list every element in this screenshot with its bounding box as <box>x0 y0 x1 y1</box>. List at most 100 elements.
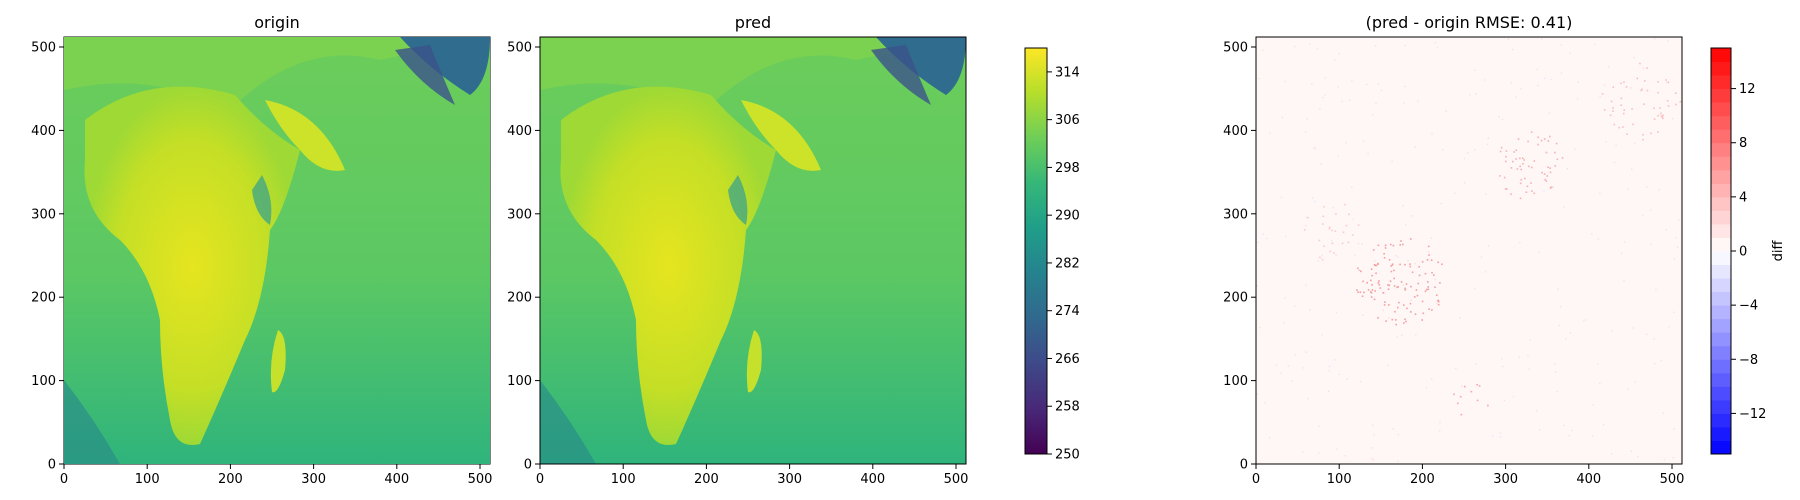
y-tick-label: 400 <box>1223 124 1248 139</box>
colorbar-tick-label: 290 <box>1055 209 1080 224</box>
panel-title-diff: (pred - origin RMSE: 0.41) <box>1366 13 1573 32</box>
x-tick-label: 300 <box>1493 472 1518 487</box>
y-tick-label: 300 <box>1223 207 1248 222</box>
colorbar-diff-level <box>1711 440 1731 455</box>
colorbar-diff-level <box>1711 61 1731 76</box>
y-tick-label: 200 <box>1223 291 1248 306</box>
colorbar-diff-level <box>1711 251 1731 266</box>
x-tick-label: 300 <box>777 472 802 487</box>
heatmap-pred <box>540 37 966 464</box>
colorbar-diff-level <box>1711 345 1731 360</box>
colorbar-diff-level <box>1711 115 1731 130</box>
heatmap-diff <box>1256 37 1682 464</box>
colorbar-diff-level <box>1711 48 1731 63</box>
colorbar-diff-level <box>1711 156 1731 171</box>
y-tick-label: 300 <box>507 207 532 222</box>
colorbar-diff-level <box>1711 399 1731 414</box>
y-tick-label: 0 <box>1240 458 1248 473</box>
colorbar-tick-label: −8 <box>1739 353 1758 368</box>
colorbar-diff: −12 −8 −4 0 4 8 12 diff <box>1710 47 1786 455</box>
colorbar-diff-ticks: −12 −8 −4 0 4 8 12 <box>1731 82 1766 422</box>
y-tick-label: 100 <box>1223 374 1248 389</box>
colorbar-tick-label: 274 <box>1055 304 1080 319</box>
colorbar-diff-level <box>1711 142 1731 157</box>
x-tick-label: 200 <box>218 472 243 487</box>
colorbar-diff-level <box>1711 372 1731 387</box>
y-tick-label: 400 <box>31 124 56 139</box>
y-tick-label: 500 <box>507 41 532 56</box>
colorbar-tick-label: 250 <box>1055 448 1080 463</box>
panel-diff: (pred - origin RMSE: 0.41) 0 100 200 300 400… <box>1223 13 1684 487</box>
x-tick-label: 100 <box>135 472 160 487</box>
colorbar-tick-label: 258 <box>1055 400 1080 415</box>
y-tick-label: 0 <box>48 458 56 473</box>
y-tick-label: 500 <box>1223 41 1248 56</box>
colorbar-tick-label: 266 <box>1055 352 1080 367</box>
x-tick-label: 500 <box>468 472 493 487</box>
yticks-pred: 0 100 200 300 400 500 <box>507 41 540 473</box>
colorbar-diff-level <box>1711 75 1731 90</box>
colorbar-diff-level <box>1711 291 1731 306</box>
colorbar-temperature-frame <box>1024 47 1048 455</box>
x-tick-label: 400 <box>860 472 885 487</box>
x-tick-label: 200 <box>694 472 719 487</box>
colorbar-diff-level <box>1711 169 1731 184</box>
colorbar-diff-level <box>1711 196 1731 211</box>
x-tick-label: 100 <box>1327 472 1352 487</box>
xticks-origin: 0 100 200 300 400 500 <box>60 464 493 487</box>
colorbar-diff-level <box>1711 223 1731 238</box>
x-tick-label: 500 <box>1660 472 1685 487</box>
y-tick-label: 100 <box>507 374 532 389</box>
colorbar-diff-level <box>1711 129 1731 144</box>
colorbar-tick-label: 298 <box>1055 161 1080 176</box>
colorbar-diff-level <box>1711 426 1731 441</box>
yticks-diff: 0 100 200 300 400 500 <box>1223 41 1256 473</box>
y-tick-label: 500 <box>31 41 56 56</box>
panel-pred: pred 0 100 200 300 400 500 0 100 200 300 400 500 <box>507 13 968 487</box>
x-tick-label: 300 <box>301 472 326 487</box>
y-tick-label: 200 <box>507 291 532 306</box>
colorbar-diff-fill <box>1711 48 1731 455</box>
x-tick-label: 500 <box>944 472 969 487</box>
y-tick-label: 300 <box>31 207 56 222</box>
panel-title-pred: pred <box>735 13 771 32</box>
colorbar-diff-level <box>1711 278 1731 293</box>
y-tick-label: 400 <box>507 124 532 139</box>
colorbar-diff-level <box>1711 332 1731 347</box>
colorbar-diff-level <box>1711 183 1731 198</box>
colorbar-temperature-ticks: 250 258 266 274 282 290 298 306 314 <box>1047 65 1080 463</box>
colorbar-tick-label: 282 <box>1055 256 1080 271</box>
temperature-field <box>64 37 490 464</box>
y-tick-label: 0 <box>524 458 532 473</box>
x-tick-label: 0 <box>1252 472 1260 487</box>
colorbar-tick-label: 306 <box>1055 113 1080 128</box>
colorbar-diff-level <box>1711 318 1731 333</box>
colorbar-temperature-fill <box>1025 48 1047 454</box>
xticks-diff: 0 100 200 300 400 500 <box>1252 464 1685 487</box>
colorbar-tick-label: −4 <box>1739 299 1758 314</box>
colorbar-tick-label: 4 <box>1739 190 1747 205</box>
colorbar-tick-label: −12 <box>1739 407 1766 422</box>
colorbar-diff-level <box>1711 102 1731 117</box>
plot-frame-pred <box>539 36 967 465</box>
colorbar-diff-level <box>1711 264 1731 279</box>
colorbar-tick-label: 8 <box>1739 136 1747 151</box>
x-tick-label: 400 <box>1576 472 1601 487</box>
plot-frame-diff <box>1255 36 1683 465</box>
colorbar-tick-label: 314 <box>1055 65 1080 80</box>
colorbar-diff-level <box>1711 359 1731 374</box>
y-tick-label: 200 <box>31 291 56 306</box>
x-tick-label: 0 <box>60 472 68 487</box>
colorbar-diff-label: diff <box>1771 240 1786 262</box>
x-tick-label: 200 <box>1410 472 1435 487</box>
colorbar-diff-level <box>1711 305 1731 320</box>
x-tick-label: 400 <box>384 472 409 487</box>
yticks-origin: 0 100 200 300 400 500 <box>31 41 64 473</box>
x-tick-label: 100 <box>611 472 636 487</box>
colorbar-diff-level <box>1711 210 1731 225</box>
colorbar-temperature: 250 258 266 274 282 290 298 306 314 <box>1024 47 1080 463</box>
colorbar-diff-level <box>1711 88 1731 103</box>
colorbar-tick-label: 0 <box>1739 245 1747 260</box>
panel-title-origin: origin <box>254 13 300 32</box>
